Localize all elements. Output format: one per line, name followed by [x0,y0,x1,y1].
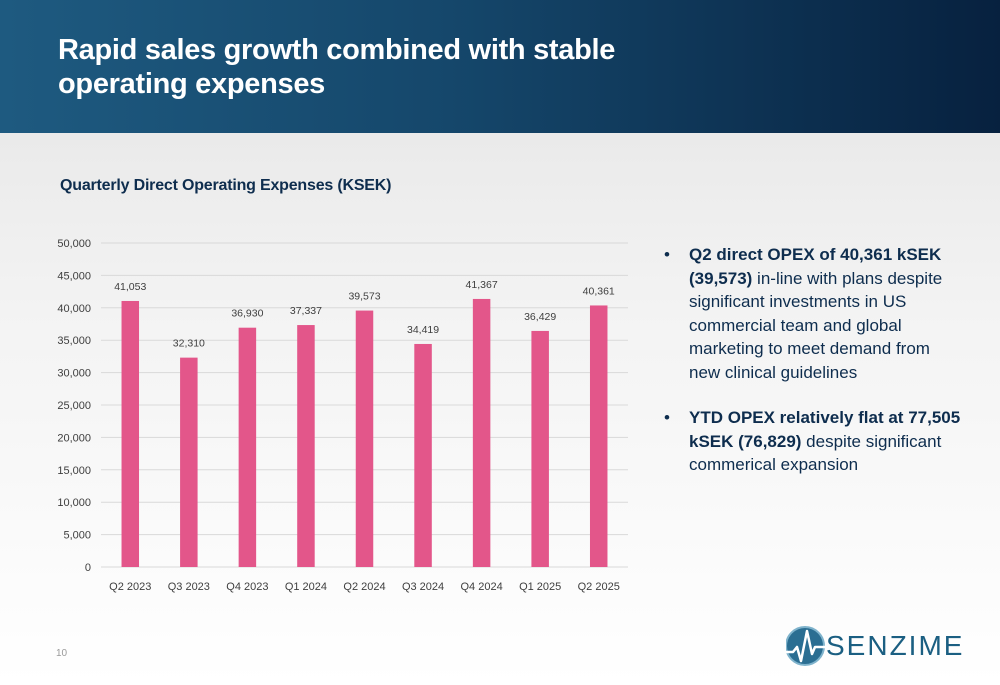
data-labels: 41,053 32,310 36,930 37,337 39,573 34,419 41,3… [114,279,615,350]
bar [531,330,549,567]
bullet-bold-text: YTD OPEX relatively flat at 77,505 kSEK … [689,408,961,451]
y-axis-tick-labels: 0 5,000 10,000 15,000 20,000 25,000 30,000 35,0… [57,238,91,574]
bar [589,305,608,567]
x-tick-label: Q3 2023 [168,581,210,593]
y-tick-label: 15,000 [57,465,91,477]
bullet-dot-icon: • [664,245,670,264]
senzime-logo: SENZIME [785,623,962,671]
data-label: 37,337 [290,305,322,317]
bar [180,357,198,567]
data-label: 41,053 [114,281,146,293]
x-tick-label: Q2 2024 [343,581,385,593]
y-tick-label: 10,000 [57,497,91,509]
bullet-text: in-line with plans despite significant i… [689,268,943,382]
data-label: 36,930 [231,308,263,320]
bar [121,300,140,567]
bullet-dot-icon: • [664,408,670,427]
y-tick-label: 35,000 [57,335,91,347]
bar [238,327,257,567]
bars [121,298,608,567]
y-tick-label: 20,000 [57,432,91,444]
chart-title: Quarterly Direct Operating Expenses (KSE… [60,177,392,194]
bar [472,298,491,567]
bullet-bold-text: Q2 direct OPEX of 40,361 kSEK (39,573) [689,245,942,288]
data-label: 39,573 [348,291,380,303]
y-tick-label: 25,000 [57,400,91,412]
data-label: 32,310 [173,338,205,350]
x-tick-label: Q2 2023 [109,581,151,593]
y-tick-label: 30,000 [57,368,91,380]
y-tick-label: 40,000 [57,303,91,315]
bar [297,325,315,567]
bullet-text: despite significant commerical expansion [689,431,942,475]
header-band: Rapid sales growth combined with stable … [0,0,1000,133]
x-tick-label: Q2 2025 [578,581,620,593]
page-number: 10 [56,648,68,659]
x-axis-tick-labels: Q2 2023 Q3 2023 Q4 2023 Q1 2024 Q2 2024 Q3 20… [109,581,620,593]
bullet-item: • Q2 direct OPEX of 40,361 kSEK (39,573)… [662,243,962,384]
y-tick-label: 0 [85,562,91,574]
x-tick-label: Q1 2024 [285,581,327,593]
bar [414,343,432,567]
x-tick-label: Q1 2025 [519,581,561,593]
slide-title: Rapid sales growth combined with stable … [58,34,616,100]
data-label: 36,429 [524,311,556,323]
data-label: 41,367 [466,279,498,291]
x-tick-label: Q3 2024 [402,581,444,593]
x-tick-label: Q4 2024 [461,581,503,593]
bar [355,310,374,567]
y-tick-label: 5,000 [63,530,91,542]
y-tick-label: 45,000 [57,270,91,282]
data-label: 34,419 [407,324,439,336]
x-tick-label: Q4 2023 [226,581,268,593]
y-tick-label: 50,000 [57,238,91,250]
logo-text: SENZIME [826,630,965,661]
data-label: 40,361 [583,285,615,297]
bullet-list: • Q2 direct OPEX of 40,361 kSEK (39,573)… [662,243,962,499]
logo-mark-icon [785,626,826,666]
bullet-item: • YTD OPEX relatively flat at 77,505 kSE… [662,406,962,477]
